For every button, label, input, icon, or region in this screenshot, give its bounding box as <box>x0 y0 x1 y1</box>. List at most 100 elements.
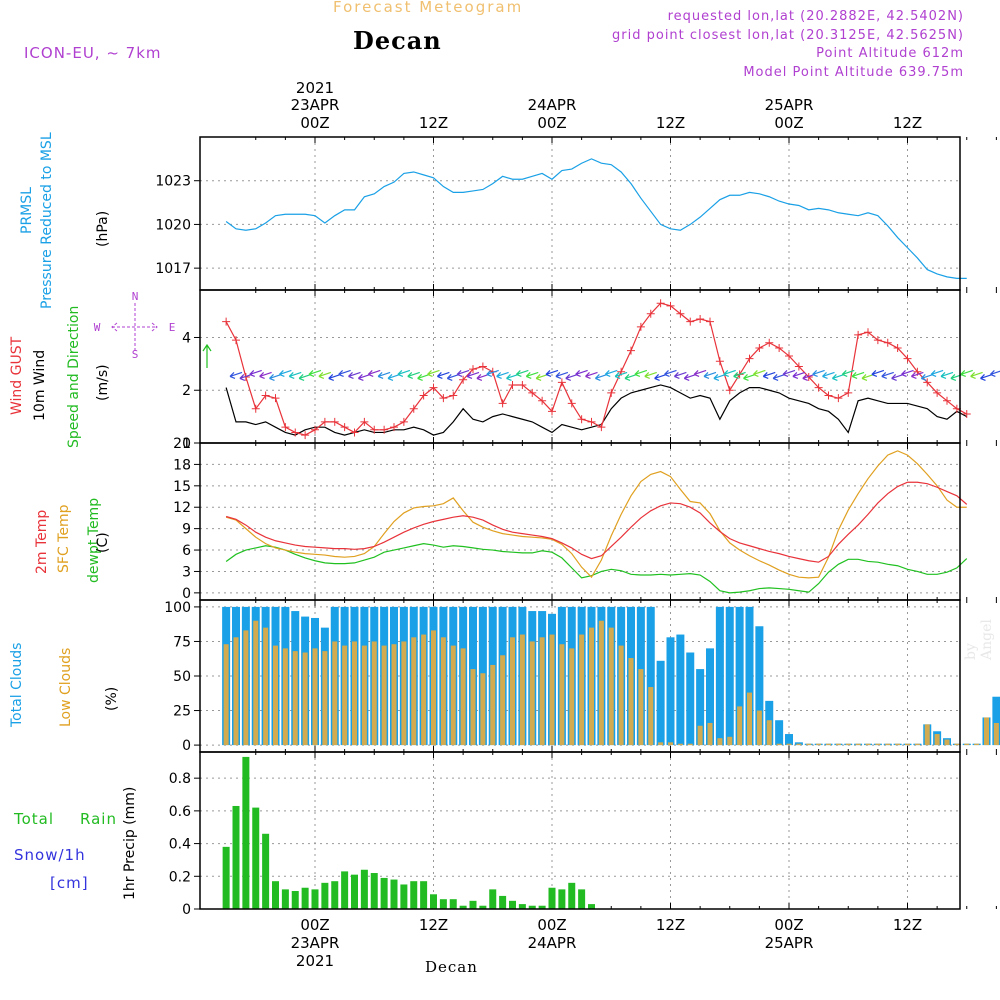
rain-bar <box>410 881 418 909</box>
gust-marker <box>311 425 319 434</box>
low-cloud-bar <box>737 706 743 746</box>
low-cloud-bar <box>391 644 397 746</box>
wind-arrow <box>733 371 746 379</box>
compass-south: S <box>132 348 139 361</box>
compass-east: E <box>169 321 176 334</box>
wind-arrow <box>673 371 687 379</box>
y-tick-label: 0.8 <box>169 771 191 787</box>
rain-bar <box>509 900 516 909</box>
top-hour-label: 00Z <box>537 114 566 132</box>
wind-arrow <box>980 373 993 381</box>
wind-arrow <box>664 369 677 377</box>
low-cloud-bar <box>993 722 999 746</box>
wind-arrow <box>456 369 470 377</box>
wind-arrow <box>703 371 717 379</box>
wind-arrow <box>466 371 480 379</box>
y-tick-label: 0 <box>182 738 191 754</box>
wind-arrow <box>752 369 766 377</box>
gust-marker <box>222 317 231 326</box>
wind-arrow <box>693 369 707 377</box>
wind-arrow <box>259 371 272 379</box>
gust-marker <box>577 415 586 424</box>
low-cloud-bar <box>510 637 515 746</box>
low-cloud-bar <box>559 644 565 746</box>
gust-marker <box>636 322 645 331</box>
low-cloud-bar <box>411 637 417 746</box>
gust-marker <box>893 344 902 353</box>
bottom-hour-label: 12Z <box>656 916 685 934</box>
gust-marker <box>607 388 616 397</box>
bottom-hour-label: 00Z <box>300 916 329 934</box>
gust-marker <box>370 425 379 434</box>
low-cloud-bar <box>865 743 871 746</box>
low-cloud-bar <box>628 658 634 746</box>
wind-arrow <box>792 371 806 379</box>
low-cloud-bar <box>450 645 456 746</box>
model-name: ICON-EU, ~ 7km <box>24 44 162 62</box>
wind-arrow <box>486 369 499 377</box>
low-cloud-bar <box>490 664 496 746</box>
rain-bar <box>578 889 586 909</box>
wind-arrow <box>723 369 736 377</box>
y-tick-label: 50 <box>173 669 191 685</box>
y-tick-label: 21 <box>173 436 191 452</box>
wind-arrow <box>555 371 569 379</box>
gust-marker <box>399 417 408 426</box>
gust-marker <box>261 391 270 400</box>
requested-coordinates: requested lon,lat (20.2882E, 42.5402N) <box>667 9 964 24</box>
snow-label: Snow/1h <box>14 846 86 864</box>
rain-bar <box>449 899 457 909</box>
gust-marker <box>794 362 803 371</box>
wind-arrow <box>427 369 440 377</box>
low-cloud-bar <box>263 627 269 746</box>
wind-arrow <box>891 373 904 381</box>
low-cloud-bar <box>954 743 960 746</box>
rain-bar <box>370 873 378 909</box>
gust-marker <box>459 375 468 384</box>
gust-marker <box>725 386 734 395</box>
low-cloud-bar <box>302 652 308 746</box>
low-cloud-bar <box>549 634 555 746</box>
top-year-label: 2021 <box>296 79 334 97</box>
rain-bar <box>558 889 566 909</box>
rain-label: Rain <box>80 810 117 828</box>
wind-arrow <box>762 371 776 379</box>
wind-arrow <box>288 371 302 379</box>
bottom-hour-label: 12Z <box>419 916 448 934</box>
wind-arrow <box>624 373 638 381</box>
total-cloud-bar <box>696 669 705 746</box>
wind-arrow <box>930 369 944 377</box>
wind-arrow <box>407 371 420 379</box>
low-cloud-bar <box>826 743 831 746</box>
wind-speed-line <box>225 384 968 436</box>
wind-arrow <box>298 373 312 381</box>
rain-bar <box>311 889 319 909</box>
low-cloud-bar <box>964 743 970 746</box>
low-cloud-bar <box>500 655 506 746</box>
rain-bar <box>548 887 556 909</box>
rain-bar <box>262 833 270 909</box>
y-tick-label: 9 <box>182 522 191 538</box>
wind-arrow <box>822 371 835 379</box>
rain-bar <box>252 807 260 909</box>
gust-marker <box>923 378 932 387</box>
gust-marker <box>706 317 714 326</box>
wind-arrow <box>575 369 588 377</box>
gust-marker <box>646 309 655 318</box>
gust-marker <box>469 365 477 374</box>
gust-marker <box>824 391 833 400</box>
gust-marker <box>548 407 556 416</box>
bottom-year-label: 2021 <box>296 952 334 970</box>
gust-marker <box>478 362 487 371</box>
y-tick-label: 6 <box>182 543 191 559</box>
rain-bar <box>518 904 526 909</box>
low-cloud-bar <box>253 620 259 746</box>
y-tick-label: 75 <box>173 634 191 650</box>
low-cloud-bar <box>381 645 387 746</box>
wind-arrow <box>614 371 628 379</box>
gust-marker <box>785 351 793 360</box>
wind-arrow <box>989 369 1000 377</box>
gust-marker <box>251 404 260 413</box>
gust-marker <box>597 423 606 432</box>
